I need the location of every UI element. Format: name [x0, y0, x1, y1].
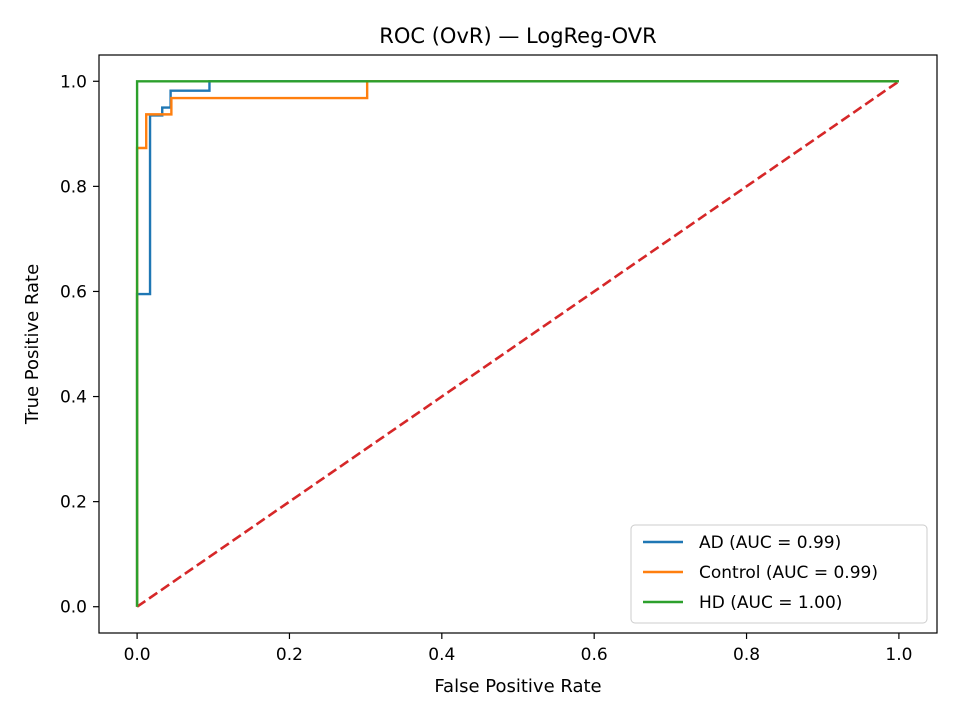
y-axis-ticks: 0.0 0.2 0.4 0.6 0.8 1.0	[60, 72, 99, 618]
x-axis-label: False Positive Rate	[434, 676, 601, 697]
y-tick-label: 0.2	[60, 493, 87, 513]
legend-label: HD (AUC = 1.00)	[699, 593, 842, 613]
roc-curve-ad	[135, 80, 899, 607]
legend-item: HD (AUC = 1.00)	[643, 593, 842, 613]
x-tick-label: 1.0	[885, 645, 912, 665]
legend-label: Control (AUC = 0.99)	[699, 563, 878, 583]
y-axis-label: True Positive Rate	[22, 264, 43, 425]
legend-box	[630, 524, 928, 624]
x-axis-ticks: 0.0 0.2 0.4 0.6 0.8 1.0	[124, 633, 912, 665]
x-tick-label: 0.2	[276, 645, 303, 665]
chance-diagonal-line	[136, 80, 900, 608]
x-tick-label: 0.8	[733, 645, 760, 665]
x-tick-label: 0.0	[124, 645, 151, 665]
legend-item: Control (AUC = 0.99)	[643, 563, 878, 583]
x-tick-label: 0.6	[581, 645, 608, 665]
plot-frame	[98, 54, 938, 634]
legend: AD (AUC = 0.99) Control (AUC = 0.99) HD (A…	[630, 524, 928, 624]
legend-item: AD (AUC = 0.99)	[643, 533, 841, 553]
roc-curve-control	[135, 80, 899, 607]
roc-curves	[135, 80, 900, 608]
y-tick-label: 0.8	[60, 177, 87, 197]
y-tick-label: 0.0	[60, 598, 87, 618]
x-tick-label: 0.4	[428, 645, 455, 665]
plot-area	[98, 54, 938, 634]
chart-title: ROC (OvR) — LogReg-OVR	[379, 24, 656, 48]
roc-curve-hd	[135, 80, 899, 607]
legend-label: AD (AUC = 0.99)	[699, 533, 841, 553]
y-tick-label: 0.6	[60, 282, 87, 302]
y-tick-label: 1.0	[60, 72, 87, 92]
y-tick-label: 0.4	[60, 388, 87, 408]
